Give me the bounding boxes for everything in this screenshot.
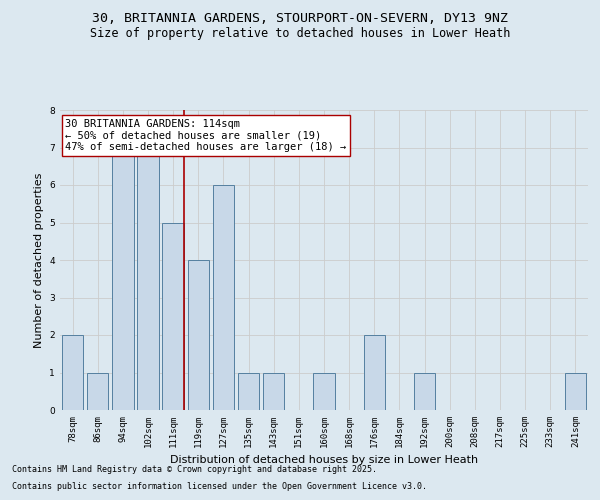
Bar xyxy=(213,185,234,410)
X-axis label: Distribution of detached houses by size in Lower Heath: Distribution of detached houses by size … xyxy=(170,456,478,466)
Bar xyxy=(188,260,209,410)
Bar xyxy=(163,222,184,410)
Text: Contains public sector information licensed under the Open Government Licence v3: Contains public sector information licen… xyxy=(12,482,427,491)
Bar xyxy=(137,148,158,410)
Bar xyxy=(112,148,134,410)
Text: Size of property relative to detached houses in Lower Heath: Size of property relative to detached ho… xyxy=(90,28,510,40)
Text: 30 BRITANNIA GARDENS: 114sqm
← 50% of detached houses are smaller (19)
47% of se: 30 BRITANNIA GARDENS: 114sqm ← 50% of de… xyxy=(65,119,347,152)
Bar xyxy=(565,372,586,410)
Bar xyxy=(313,372,335,410)
Bar xyxy=(364,335,385,410)
Bar xyxy=(414,372,435,410)
Bar xyxy=(263,372,284,410)
Y-axis label: Number of detached properties: Number of detached properties xyxy=(34,172,44,348)
Text: 30, BRITANNIA GARDENS, STOURPORT-ON-SEVERN, DY13 9NZ: 30, BRITANNIA GARDENS, STOURPORT-ON-SEVE… xyxy=(92,12,508,26)
Text: Contains HM Land Registry data © Crown copyright and database right 2025.: Contains HM Land Registry data © Crown c… xyxy=(12,465,377,474)
Bar xyxy=(238,372,259,410)
Bar xyxy=(62,335,83,410)
Bar xyxy=(87,372,109,410)
